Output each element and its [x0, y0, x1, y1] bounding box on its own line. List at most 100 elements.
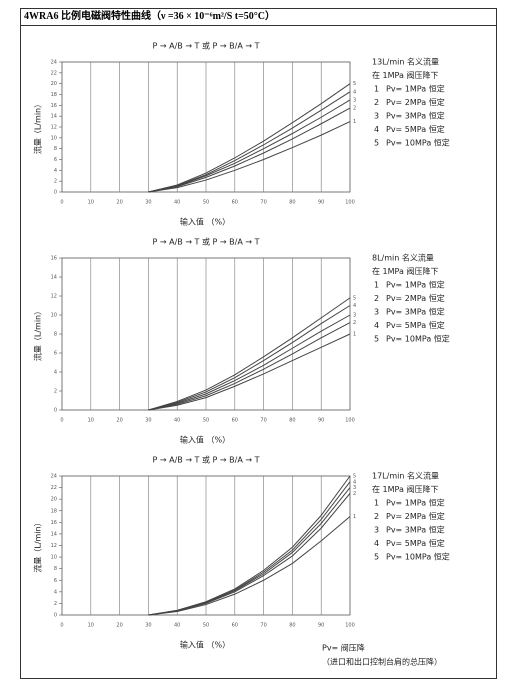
x-axis-label: 输入值 （%） — [180, 217, 230, 227]
line-label: 2 — [353, 320, 356, 326]
y-tick-label: 12 — [51, 543, 57, 549]
data-line — [148, 333, 351, 411]
y-tick-label: 0 — [54, 190, 57, 196]
legend-number: 2 — [374, 512, 379, 521]
x-tick-label: 100 — [345, 200, 355, 206]
data-line — [148, 83, 351, 193]
line-label: 2 — [353, 491, 356, 497]
x-tick-label: 90 — [318, 418, 324, 424]
y-tick-label: 16 — [51, 103, 57, 109]
line-label: 1 — [353, 119, 356, 125]
chart-title: P → A/B → T 或 P → B/A → T — [153, 41, 260, 51]
legend-number: 3 — [374, 526, 379, 535]
y-tick-label: 2 — [54, 389, 57, 395]
x-tick-label: 80 — [289, 200, 295, 206]
x-tick-label: 50 — [203, 418, 209, 424]
line-label: 4 — [353, 303, 356, 309]
x-tick-label: 20 — [116, 418, 122, 424]
legend-number: 1 — [374, 85, 379, 94]
line-label: 3 — [353, 313, 356, 319]
y-tick-label: 4 — [54, 168, 57, 174]
x-tick-label: 0 — [60, 200, 63, 206]
legend-number: 3 — [374, 308, 379, 317]
y-tick-label: 16 — [51, 520, 57, 526]
y-tick-label: 22 — [51, 485, 57, 491]
data-line — [148, 305, 351, 411]
x-tick-label: 10 — [88, 200, 94, 206]
y-tick-label: 20 — [51, 81, 57, 87]
y-tick-label: 0 — [54, 408, 57, 414]
x-tick-label: 80 — [289, 623, 295, 629]
data-line — [148, 493, 351, 616]
x-tick-label: 60 — [232, 200, 238, 206]
legend-note: 在 1MPa 阀压降下 — [372, 484, 438, 494]
y-tick-label: 4 — [54, 370, 57, 376]
line-label: 5 — [353, 81, 356, 87]
x-tick-label: 70 — [260, 200, 266, 206]
footnote: Pv= 阀压降 — [322, 643, 365, 653]
x-tick-label: 40 — [174, 200, 180, 206]
y-axis-label: 流量（L/min） — [33, 100, 43, 154]
y-tick-label: 6 — [54, 351, 57, 357]
legend-entry: Pv= 3MPa 恒定 — [386, 525, 445, 535]
y-tick-label: 18 — [51, 508, 57, 514]
y-tick-label: 6 — [54, 578, 57, 584]
y-tick-label: 12 — [51, 294, 57, 300]
legend-number: 2 — [374, 98, 379, 107]
legend-entry: Pv= 5MPa 恒定 — [386, 320, 445, 330]
legend-entry: Pv= 3MPa 恒定 — [386, 307, 445, 317]
legend-number: 4 — [374, 125, 379, 134]
line-label: 3 — [353, 485, 356, 491]
chart-title: P → A/B → T 或 P → B/A → T — [153, 455, 260, 465]
y-axis-label: 流量（L/min） — [33, 307, 43, 361]
line-label: 5 — [353, 295, 356, 301]
y-tick-label: 8 — [54, 566, 57, 572]
x-tick-label: 30 — [145, 418, 151, 424]
data-line — [148, 99, 351, 193]
line-label: 3 — [353, 97, 356, 103]
legend-number: 4 — [374, 539, 379, 548]
x-tick-label: 40 — [174, 623, 180, 629]
legend-entry: Pv= 2MPa 恒定 — [386, 511, 445, 521]
legend-entry: Pv= 2MPa 恒定 — [386, 97, 445, 107]
x-tick-label: 10 — [88, 623, 94, 629]
y-tick-label: 14 — [51, 531, 57, 537]
legend-entry: Pv= 3MPa 恒定 — [386, 111, 445, 121]
y-tick-label: 0 — [54, 613, 57, 619]
x-tick-label: 60 — [232, 623, 238, 629]
legend-number: 4 — [374, 321, 379, 330]
legend-note: 在 1MPa 阀压降下 — [372, 266, 438, 276]
data-line — [148, 322, 351, 411]
page-title: 4WRA6 比例电磁阀特性曲线（ν =36 × 10⁻⁶m²/S t=50°C） — [20, 8, 497, 26]
x-tick-label: 50 — [203, 623, 209, 629]
x-axis-label: 输入值 （%） — [180, 640, 230, 650]
y-tick-label: 22 — [51, 70, 57, 76]
legend-note: 17L/min 名义流量 — [372, 471, 439, 481]
x-tick-label: 30 — [145, 623, 151, 629]
y-tick-label: 8 — [54, 146, 57, 152]
y-tick-label: 16 — [51, 256, 57, 262]
legend-entry: Pv= 1MPa 恒定 — [386, 84, 445, 94]
y-tick-label: 14 — [51, 114, 57, 120]
legend-entry: Pv= 2MPa 恒定 — [386, 293, 445, 303]
legend-entry: Pv= 1MPa 恒定 — [386, 280, 445, 290]
legend-note: 8L/min 名义流量 — [372, 253, 434, 263]
data-line — [148, 516, 351, 616]
x-tick-label: 40 — [174, 418, 180, 424]
y-tick-label: 10 — [51, 555, 57, 561]
x-tick-label: 50 — [203, 200, 209, 206]
x-tick-label: 10 — [88, 418, 94, 424]
y-tick-label: 8 — [54, 332, 57, 338]
legend-number: 1 — [374, 281, 379, 290]
x-tick-label: 100 — [345, 418, 355, 424]
data-line — [148, 121, 351, 193]
x-tick-label: 60 — [232, 418, 238, 424]
line-label: 1 — [353, 332, 356, 338]
x-tick-label: 0 — [60, 418, 63, 424]
legend-entry: Pv= 5MPa 恒定 — [386, 538, 445, 548]
x-tick-label: 80 — [289, 418, 295, 424]
x-axis-label: 输入值 （%） — [180, 435, 230, 445]
legend-entry: Pv= 5MPa 恒定 — [386, 124, 445, 134]
y-tick-label: 10 — [51, 135, 57, 141]
y-tick-label: 2 — [54, 601, 57, 607]
